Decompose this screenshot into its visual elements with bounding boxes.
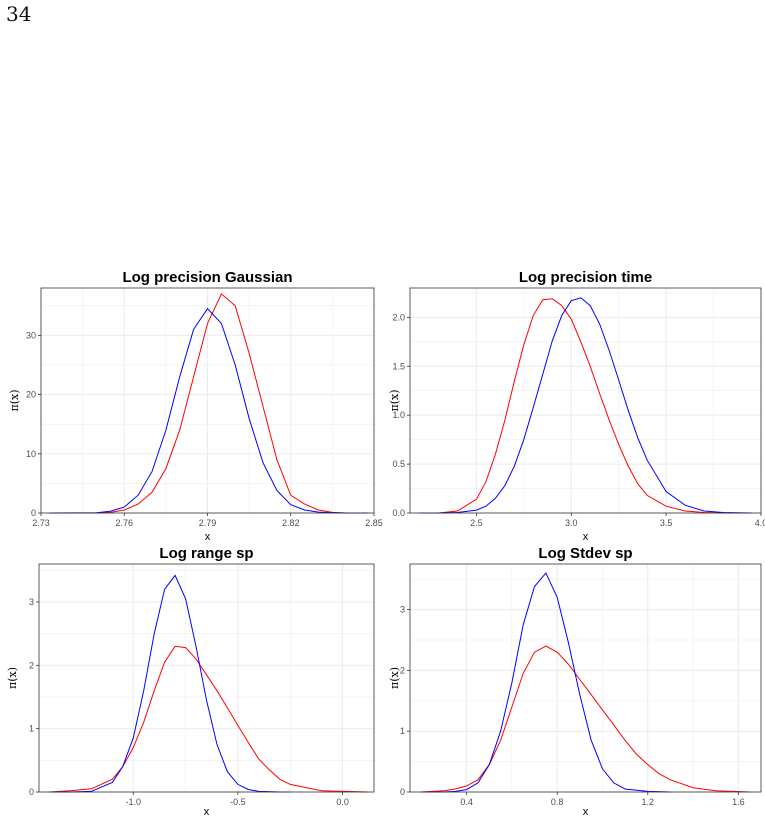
y-tick-label: 2 — [29, 660, 34, 670]
x-axis-label: x — [204, 806, 210, 818]
panel-title-log-precision-time: Log precision time — [519, 269, 652, 286]
panel-title-log-range-sp: Log range sp — [159, 545, 253, 562]
plot-area — [39, 564, 374, 792]
series-red-line — [421, 645, 750, 793]
panel-border — [409, 287, 762, 514]
panel-title-log-stdev-sp: Log Stdev sp — [538, 545, 632, 562]
series-blue-line — [419, 297, 752, 514]
x-axis-label: x — [205, 531, 211, 543]
panel-log-precision-time: 2.5 3.0 3.5 4.0 0.0 0.5 1.0 1.5 2.0 Log precision… — [388, 269, 765, 543]
y-axis-label: π(x) — [8, 389, 21, 411]
y-tick-label: 20 — [26, 390, 36, 400]
y-tick-label: 0 — [400, 787, 405, 797]
x-tick-label: 2.76 — [115, 518, 133, 528]
series-blue-line — [49, 307, 369, 514]
x-tick-label: 3.5 — [660, 518, 673, 528]
x-tick-label: 4.0 — [755, 518, 765, 528]
y-tick-label: 2 — [400, 665, 405, 675]
x-axis-label: x — [583, 531, 589, 543]
x-tick-label: 2.73 — [32, 518, 50, 528]
x-tick-label: 0.4 — [460, 797, 473, 807]
panel-log-stdev-sp: 0.4 0.8 1.2 1.6 0 1 2 3 Log Stdev sp x π(x) — [388, 545, 762, 818]
x-tick-label: 0.8 — [551, 797, 564, 807]
panel-border — [409, 563, 762, 793]
y-tick-label: 1 — [29, 724, 34, 734]
page-number: 34 — [6, 2, 32, 26]
x-tick-label: 2.85 — [365, 518, 383, 528]
y-tick-label: 3 — [29, 597, 34, 607]
y-tick-label: 30 — [26, 330, 36, 340]
plot-area — [410, 564, 761, 792]
y-tick-label: 2.0 — [392, 312, 405, 322]
panel-title-log-precision-gaussian: Log precision Gaussian — [122, 269, 292, 286]
panel-log-precision-gaussian: 2.73 2.76 2.79 2.82 2.85 0 10 20 30 Log precision… — [8, 269, 383, 543]
series-red-line — [49, 645, 368, 793]
y-tick-label: 0 — [31, 508, 36, 518]
y-tick-label: 1.5 — [392, 361, 405, 371]
series-blue-line — [49, 574, 291, 793]
x-tick-label: 2.82 — [282, 518, 300, 528]
x-tick-label: 1.6 — [732, 797, 745, 807]
x-axis-label: x — [583, 806, 589, 818]
plot-area — [410, 288, 761, 513]
y-axis-label: π(x) — [388, 389, 401, 411]
panel-border — [38, 563, 375, 793]
y-tick-label: 1 — [400, 726, 405, 736]
x-tick-label: 2.79 — [199, 518, 217, 528]
panel-log-range-sp: -1.0 -0.5 0.0 0 1 2 3 Log range sp x π(x) — [6, 545, 375, 818]
x-tick-label: 0.0 — [336, 797, 349, 807]
x-tick-label: -1.0 — [125, 797, 141, 807]
y-tick-label: 1.0 — [392, 410, 405, 420]
x-tick-label: 3.0 — [565, 518, 578, 528]
y-axis-label: π(x) — [6, 667, 19, 689]
x-tick-label: -0.5 — [230, 797, 246, 807]
series-red-line — [419, 298, 752, 514]
x-tick-label: 1.2 — [642, 797, 655, 807]
y-tick-label: 3 — [400, 605, 405, 615]
series-red-line — [49, 293, 369, 514]
x-tick-label: 2.5 — [470, 518, 483, 528]
y-tick-label: 10 — [26, 449, 36, 459]
y-tick-label: 0.5 — [392, 459, 405, 469]
y-axis-label: π(x) — [388, 667, 401, 689]
series-blue-line — [421, 572, 671, 793]
y-tick-label: 0.0 — [392, 508, 405, 518]
y-tick-label: 0 — [29, 787, 34, 797]
